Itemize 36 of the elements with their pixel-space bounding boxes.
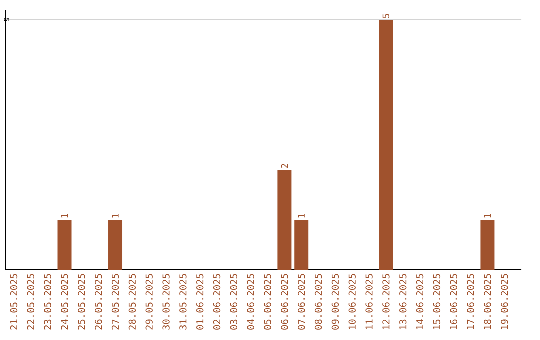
x-tick-label: 04.06.2025 xyxy=(247,274,254,330)
x-tick-label: 26.05.2025 xyxy=(95,274,102,330)
data-label: 1 xyxy=(61,214,68,218)
x-tick-label: 11.06.2025 xyxy=(366,274,373,330)
x-tick-label: 12.06.2025 xyxy=(382,274,390,330)
x-tick-label: 09.06.2025 xyxy=(332,274,340,330)
x-tick-label: 25.05.2025 xyxy=(78,274,86,330)
x-tick-label: 01.06.2025 xyxy=(196,274,204,330)
x-tick-label: 21.05.2025 xyxy=(10,274,18,330)
x-tick-label: 03.06.2025 xyxy=(230,274,238,330)
x-tick-label: 02.06.2025 xyxy=(213,274,221,330)
x-tick-label: 29.05.2025 xyxy=(146,274,153,330)
x-tick-label: 07.06.2025 xyxy=(298,274,306,330)
data-label: 2 xyxy=(281,164,288,168)
x-tick-label: 27.05.2025 xyxy=(112,274,120,330)
x-tick-label: 08.06.2025 xyxy=(314,274,322,330)
data-label: 1 xyxy=(298,214,305,218)
data-label: 1 xyxy=(484,214,491,218)
x-tick-label: 10.06.2025 xyxy=(348,274,356,330)
x-tick-label: 30.05.2025 xyxy=(162,274,170,330)
x-tick-label: 15.06.2025 xyxy=(433,274,441,330)
x-tick-label: 31.05.2025 xyxy=(180,274,187,330)
x-tick-label: 23.05.2025 xyxy=(44,274,52,330)
x-tick-label: 28.05.2025 xyxy=(128,274,136,330)
x-tick-label: 05.06.2025 xyxy=(264,274,272,330)
x-tick-label: 22.05.2025 xyxy=(27,274,35,330)
data-label: 5 xyxy=(382,14,390,18)
x-tick-label: 13.06.2025 xyxy=(400,274,407,330)
x-tick-label: 16.06.2025 xyxy=(450,274,458,330)
data-label: 1 xyxy=(112,214,119,218)
x-tick-label: 18.06.2025 xyxy=(484,274,492,330)
x-tick-label: 19.06.2025 xyxy=(501,274,508,330)
x-tick-label: 14.06.2025 xyxy=(416,274,424,330)
x-tick-label: 17.06.2025 xyxy=(467,274,474,330)
x-tick-label: 06.06.2025 xyxy=(281,274,288,330)
x-tick-label: 24.05.2025 xyxy=(61,274,68,330)
